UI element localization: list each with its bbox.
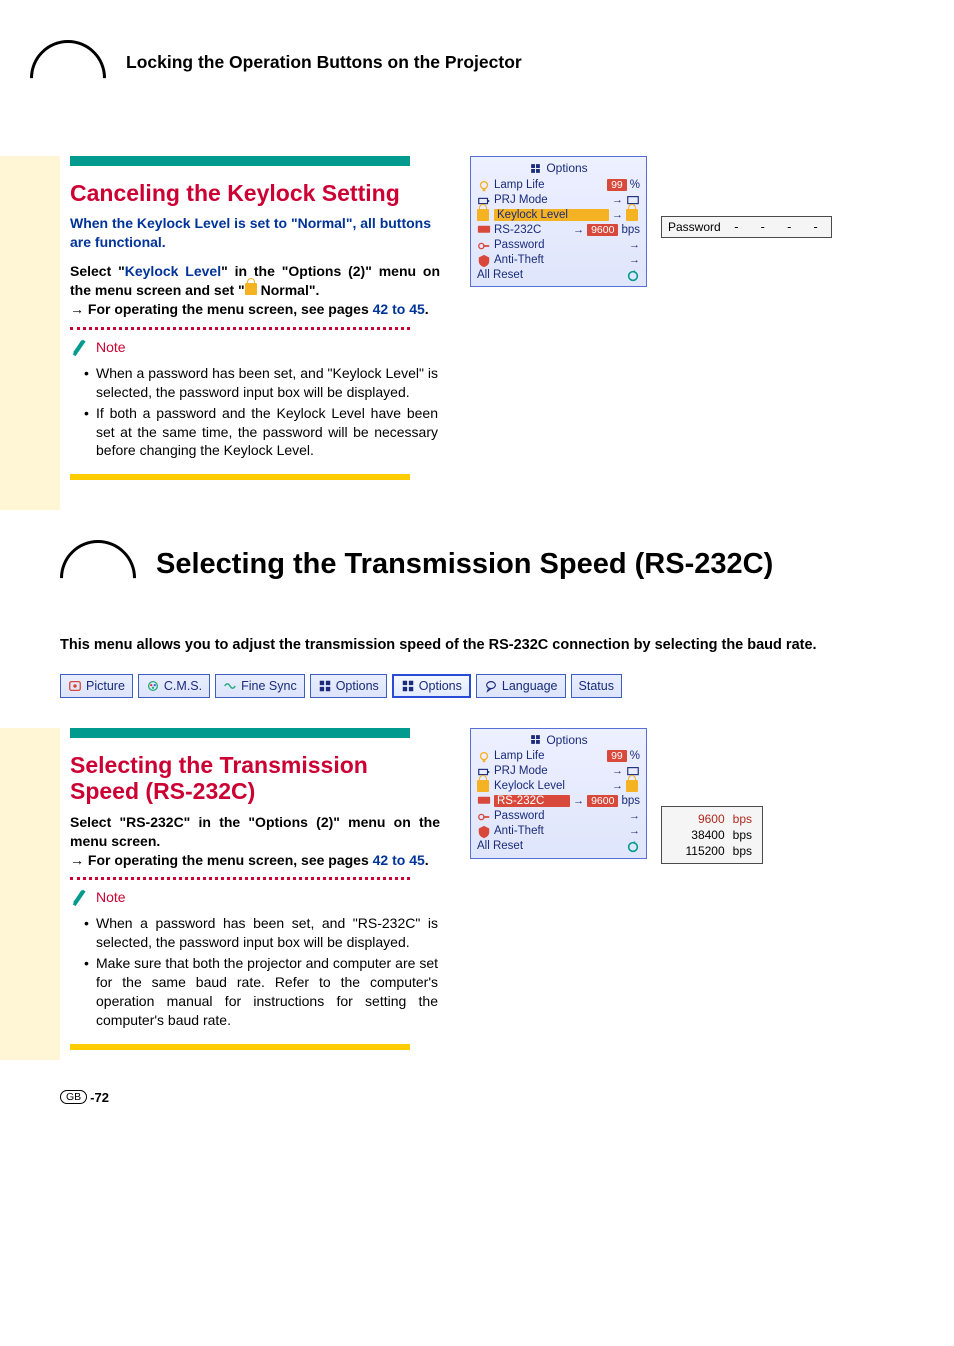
note-label: Note [96, 889, 126, 905]
lamp-icon [477, 750, 491, 762]
header-arc [14, 24, 121, 131]
section-intro: This menu allows you to adjust the trans… [60, 636, 894, 656]
password-popup: Password - - - - [661, 216, 832, 238]
menu-item-prj-mode[interactable]: PRJ Mode → [471, 764, 646, 779]
tab-options1[interactable]: Options [310, 674, 387, 698]
menu-item-keylock[interactable]: Keylock Level → [471, 207, 646, 222]
note-item: When a password has been set, and "Keylo… [96, 364, 440, 402]
page-title: Locking the Operation Buttons on the Pro… [126, 52, 522, 73]
lock-icon [477, 209, 491, 221]
section-heading: Canceling the Keylock Setting [70, 180, 440, 206]
bps-option[interactable]: 115200bps [662, 843, 762, 859]
section-title: Selecting the Transmission Speed (RS-232… [156, 548, 773, 581]
language-icon [484, 679, 498, 693]
password-label: Password [668, 220, 721, 234]
tab-language[interactable]: Language [476, 674, 566, 698]
tab-picture[interactable]: Picture [60, 674, 133, 698]
note-icon [70, 886, 92, 908]
arrow-icon: → [612, 765, 623, 777]
arrow-icon: → [612, 209, 623, 221]
options-title: Options [471, 157, 646, 177]
arrow-icon: → [629, 810, 640, 822]
bps-option[interactable]: 9600bps [662, 811, 762, 827]
arrow-icon: → [573, 795, 584, 807]
options-icon [318, 679, 332, 693]
menu-item-all-reset[interactable]: All Reset [471, 267, 646, 282]
page-number: -72 [90, 1090, 109, 1105]
menu-item-lamp-life[interactable]: Lamp Life 99 % [471, 749, 646, 764]
cms-icon [146, 679, 160, 693]
lock-icon [245, 283, 257, 295]
note-list: When a password has been set, and "RS-23… [70, 914, 440, 1029]
section-body: Select "RS-232C" in the "Options (2)" me… [70, 813, 440, 870]
menu-item-lamp-life[interactable]: Lamp Life 99 % [471, 177, 646, 192]
yellow-underline [70, 1044, 410, 1050]
arrow-icon: → [629, 825, 640, 837]
key-icon [477, 810, 491, 822]
note-icon [70, 336, 92, 358]
note-item: If both a password and the Keylock Level… [96, 404, 440, 461]
lock-icon [477, 780, 491, 792]
menu-item-rs232c[interactable]: RS-232C → 9600 bps [471, 794, 646, 809]
arrow-icon: → [612, 194, 623, 206]
yellow-sidebar [0, 156, 60, 510]
menu-item-all-reset[interactable]: All Reset [471, 839, 646, 854]
yellow-underline [70, 474, 410, 480]
note-list: When a password has been set, and "Keylo… [70, 364, 440, 460]
arrow-icon: → [573, 224, 584, 236]
tab-cms[interactable]: C.M.S. [138, 674, 210, 698]
options-panel: Options Lamp Life 99 % PRJ Mode → [470, 728, 647, 859]
pages-link: 42 to 45 [373, 301, 425, 317]
gb-badge: GB [60, 1090, 87, 1104]
shield-icon [477, 825, 491, 837]
note-item: Make sure that both the projector and co… [96, 954, 440, 1030]
page-footer: GB -72 [0, 1090, 894, 1105]
header-arc [44, 525, 151, 632]
menu-item-prj-mode[interactable]: PRJ Mode → [471, 192, 646, 207]
arrow-icon: → [629, 254, 640, 266]
arrow-icon: → [629, 239, 640, 251]
serial-icon [477, 795, 491, 807]
dotted-separator [70, 327, 410, 330]
bps-popup: 9600bps 38400bps 115200bps [661, 806, 763, 864]
keylock-link: Keylock Level [125, 263, 221, 279]
menu-item-rs232c[interactable]: RS-232C → 9600 bps [471, 222, 646, 237]
dotted-separator [70, 877, 410, 880]
lock-icon [626, 209, 640, 221]
shield-icon [477, 254, 491, 266]
yellow-sidebar [0, 728, 60, 1060]
bps-option[interactable]: 38400bps [662, 827, 762, 843]
arrow-icon: → [612, 780, 623, 792]
lock-icon [626, 780, 640, 792]
section-intro: When the Keylock Level is set to "Normal… [70, 214, 440, 252]
serial-icon [477, 224, 491, 236]
menu-item-password[interactable]: Password → [471, 237, 646, 252]
password-value: - - - - [733, 220, 826, 234]
teal-bar [70, 156, 410, 166]
note-label: Note [96, 339, 126, 355]
teal-bar [70, 728, 410, 738]
pages-link: 42 to 45 [373, 852, 425, 868]
menu-tabs: Picture C.M.S. Fine Sync Options Options… [60, 674, 894, 698]
menu-item-keylock[interactable]: Keylock Level → [471, 779, 646, 794]
key-icon [477, 239, 491, 251]
options-panel: Options Lamp Life 99 % PRJ Mode → [470, 156, 647, 287]
menu-item-password[interactable]: Password → [471, 809, 646, 824]
reset-icon [626, 269, 640, 281]
tab-status[interactable]: Status [571, 674, 622, 698]
note-item: When a password has been set, and "RS-23… [96, 914, 440, 952]
picture-icon [68, 679, 82, 693]
lamp-icon [477, 179, 491, 191]
tab-finesync[interactable]: Fine Sync [215, 674, 305, 698]
menu-item-antitheft[interactable]: Anti-Theft → [471, 252, 646, 267]
section-body: Select "Keylock Level" in the "Options (… [70, 262, 440, 319]
menu-item-antitheft[interactable]: Anti-Theft → [471, 824, 646, 839]
reset-icon [626, 840, 640, 852]
options-title: Options [471, 729, 646, 749]
tab-options2[interactable]: Options [392, 674, 471, 698]
options-icon [401, 679, 415, 693]
section-heading: Selecting the Transmission Speed (RS-232… [70, 752, 440, 805]
sync-icon [223, 679, 237, 693]
